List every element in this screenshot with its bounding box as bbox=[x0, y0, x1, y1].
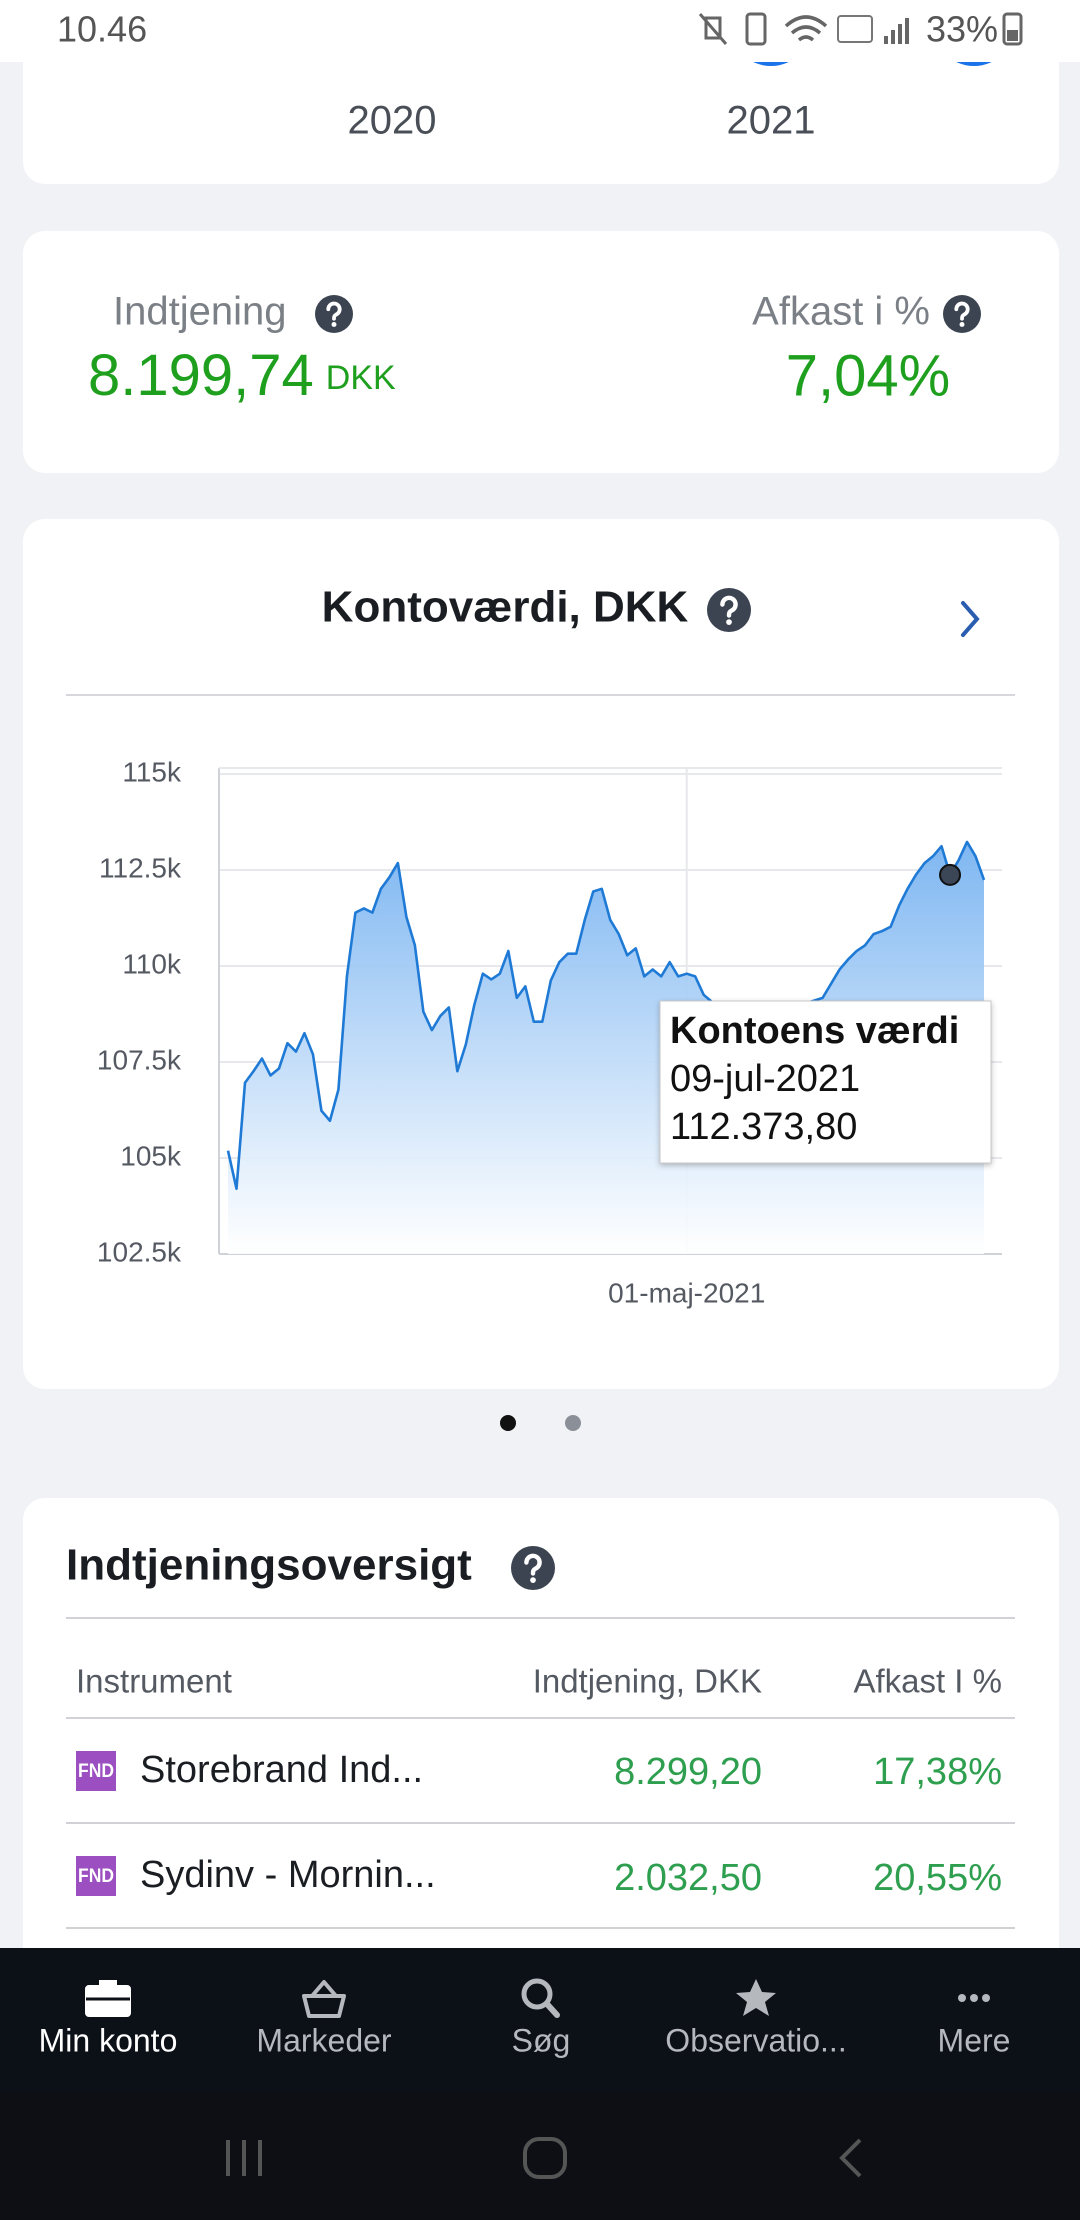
hover-marker bbox=[939, 863, 962, 886]
tooltip-title: Kontoens værdi bbox=[670, 1010, 959, 1052]
nav-label: Markeder bbox=[256, 2022, 392, 2058]
nav-icon bbox=[736, 1979, 776, 2016]
column-header: Afkast I % bbox=[853, 1663, 1002, 1700]
return-label: Afkast i % bbox=[752, 290, 930, 334]
help-icon[interactable] bbox=[511, 1546, 555, 1590]
year-label: 2021 bbox=[727, 99, 816, 143]
status-icons bbox=[698, 12, 1023, 46]
system-buttons[interactable] bbox=[226, 2137, 862, 2179]
nav-icon bbox=[521, 1978, 553, 2010]
tooltip-value: 112.373,80 bbox=[670, 1106, 857, 1148]
system-nav bbox=[0, 2092, 1080, 2220]
line bbox=[226, 840, 986, 1191]
y-tick-label: 112.5k bbox=[99, 852, 182, 883]
bottom-nav bbox=[0, 1948, 1080, 2092]
overview-card bbox=[23, 1498, 1059, 2018]
badge-text: FND bbox=[78, 1761, 114, 1782]
tooltip: Kontoens værdi 09-jul-2021 112.373,80 bbox=[659, 1000, 992, 1164]
badge-text: FND bbox=[78, 1866, 114, 1887]
return-value: 17,38% bbox=[873, 1751, 1002, 1793]
x-tick-label: 01-maj-2021 bbox=[608, 1277, 765, 1308]
pager-dot[interactable] bbox=[565, 1415, 581, 1431]
nav-item[interactable]: Markeder bbox=[256, 1980, 392, 2058]
status-bar bbox=[0, 0, 1080, 62]
column-header: Instrument bbox=[76, 1663, 232, 1700]
tooltip-box bbox=[659, 1000, 992, 1164]
chevron[interactable] bbox=[961, 601, 980, 637]
fund-badge bbox=[76, 1856, 116, 1896]
earnings: 8.199,74 DKK bbox=[88, 343, 396, 408]
pager-dot[interactable] bbox=[500, 1415, 516, 1431]
nav-label: Søg bbox=[512, 2022, 571, 2058]
instrument-name: Storebrand Ind... bbox=[140, 1749, 423, 1791]
return-value: 20,55% bbox=[873, 1857, 1002, 1899]
table-row[interactable]: FND Sydinv - Mornin... 2.032,50 20,55% bbox=[76, 1854, 1002, 1899]
tooltip-date: 09-jul-2021 bbox=[670, 1058, 860, 1100]
y-tick-label: 110k bbox=[122, 948, 182, 979]
y-tick-label: 102.5k bbox=[97, 1236, 182, 1267]
instrument-name: Sydinv - Mornin... bbox=[140, 1854, 436, 1896]
y-tick-label: 115k bbox=[122, 756, 182, 787]
earnings-currency: DKK bbox=[326, 359, 396, 397]
summary-card bbox=[23, 231, 1059, 473]
y-tick-label: 105k bbox=[120, 1140, 182, 1171]
earnings-value: 8.199,74 bbox=[88, 343, 314, 408]
chart-title: Kontoværdi, DKK bbox=[322, 583, 689, 632]
nav-label: Min konto bbox=[39, 2022, 178, 2058]
nav-item[interactable]: Mere bbox=[938, 1994, 1011, 2058]
nav-item[interactable]: Observatio... bbox=[665, 1979, 847, 2058]
nav-item[interactable]: Søg bbox=[512, 1978, 571, 2058]
help-icon[interactable] bbox=[707, 588, 751, 632]
table-row[interactable]: FND Storebrand Ind... 8.299,20 17,38% bbox=[76, 1749, 1002, 1793]
help-icon[interactable] bbox=[943, 295, 981, 333]
nav-icon bbox=[302, 1980, 346, 2018]
overview-title: Indtjeningsoversigt bbox=[66, 1541, 472, 1590]
fund-badge bbox=[76, 1751, 116, 1791]
earnings-value: 2.032,50 bbox=[614, 1857, 762, 1899]
nav-label: Observatio... bbox=[665, 2022, 846, 2058]
return-value: 7,04% bbox=[786, 343, 950, 408]
nav-label: Mere bbox=[938, 2022, 1011, 2058]
earnings-label: Indtjening bbox=[113, 290, 286, 334]
column-header: Indtjening, DKK bbox=[533, 1663, 762, 1700]
year-label: 2020 bbox=[348, 99, 437, 143]
y-tick-label: 107.5k bbox=[97, 1044, 182, 1075]
help-icon[interactable] bbox=[315, 295, 353, 333]
status-time: 10.46 bbox=[57, 9, 147, 50]
earnings-value: 8.299,20 bbox=[614, 1751, 762, 1793]
status-battery: 33% bbox=[926, 9, 998, 50]
nav-item[interactable]: Min konto bbox=[39, 1980, 178, 2058]
